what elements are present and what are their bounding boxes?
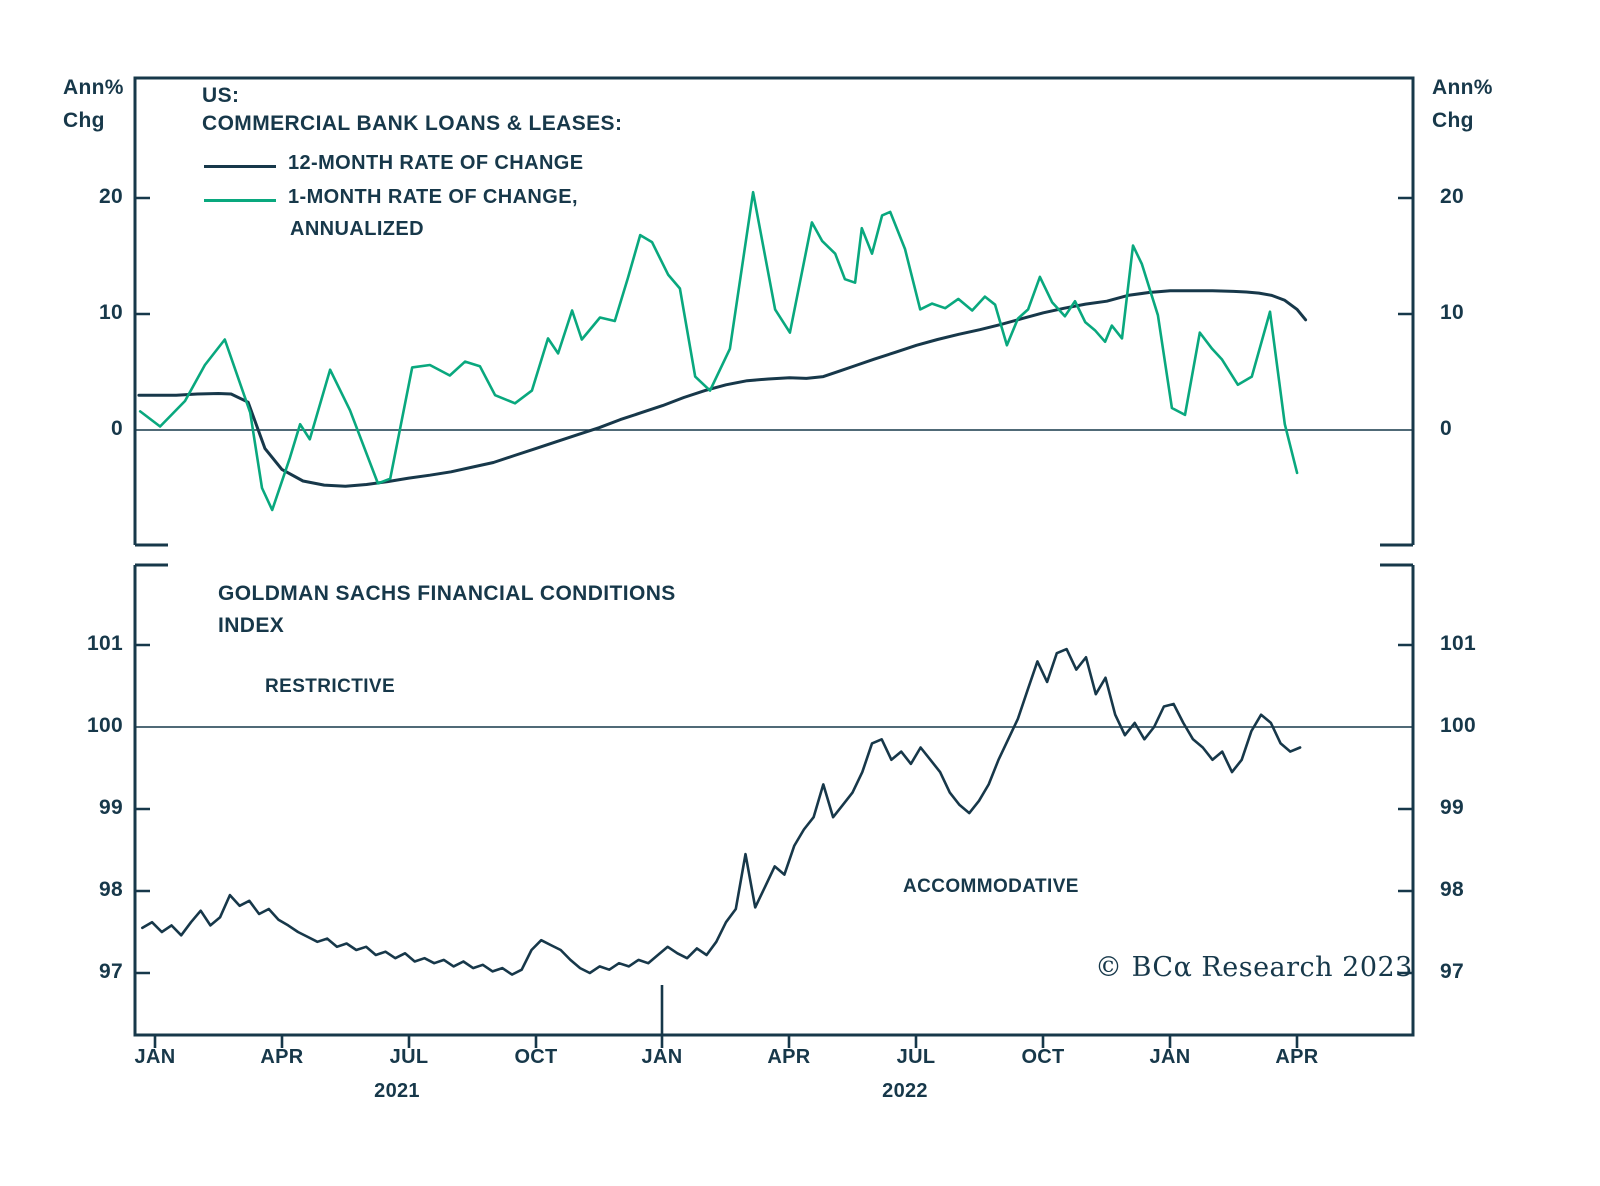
bottom-ytick-98-left: 98: [99, 878, 123, 901]
series-1m-line: [138, 190, 1299, 512]
year-label-2022: 2022: [882, 1080, 928, 1102]
bottom-ytick-101-left: 101: [87, 632, 123, 655]
bottom-ytick-100-left: 100: [87, 714, 123, 737]
legend-1m-swatch: [204, 199, 276, 202]
y-axis-unit-right-line1: Ann%: [1432, 76, 1493, 99]
y-axis-unit-right-line2: Chg: [1432, 108, 1474, 132]
bottom-ytick-99-left: 99: [99, 796, 123, 819]
legend-12m-swatch: [204, 165, 276, 168]
xtick-jan-2021: JAN: [134, 1046, 176, 1068]
xtick-oct-2022: OCT: [1021, 1046, 1065, 1068]
top-panel-y-ticks: [135, 196, 1413, 316]
bottom-ytick-97-left: 97: [99, 960, 123, 983]
series-fci-line: [141, 647, 1302, 976]
series-12m-line: [137, 289, 1308, 488]
xtick-jan-2022: JAN: [641, 1046, 683, 1068]
top-ytick-20-right: 20: [1440, 185, 1464, 208]
bottom-ytick-101-right: 101: [1440, 632, 1476, 655]
xtick-oct-2021: OCT: [514, 1046, 558, 1068]
source-credit: © BCα Research 2023: [1095, 952, 1413, 983]
top-ytick-10-right: 10: [1440, 301, 1464, 324]
legend-12m-label: 12-MONTH RATE OF CHANGE: [288, 152, 584, 174]
xtick-apr-2022: APR: [767, 1046, 811, 1068]
bottom-panel-title-line1: GOLDMAN SACHS FINANCIAL CONDITIONS: [218, 582, 676, 605]
bottom-panel-frame: [133, 565, 1415, 1037]
y-axis-unit-left-line1: Ann%: [63, 76, 124, 99]
bottom-ytick-100-right: 100: [1440, 714, 1476, 737]
xtick-apr-2023: APR: [1275, 1046, 1319, 1068]
y-axis-unit-right: Ann% Chg: [1432, 72, 1493, 137]
x-axis-ticks: [153, 1035, 1299, 1048]
top-panel-title-line1: US:: [202, 84, 240, 107]
y-axis-unit-left: Ann% Chg: [63, 72, 124, 137]
xtick-jan-2023: JAN: [1149, 1046, 1191, 1068]
top-ytick-0-left: 0: [111, 417, 123, 440]
legend-1m-label-line1: 1-MONTH RATE OF CHANGE,: [288, 186, 578, 208]
bottom-ytick-98-right: 98: [1440, 878, 1464, 901]
xtick-jul-2022: JUL: [896, 1046, 936, 1068]
bottom-panel-y-ticks: [135, 643, 1413, 975]
year-label-2021: 2021: [374, 1080, 420, 1102]
top-panel-frame: [133, 76, 1415, 545]
top-panel-title-line2: COMMERCIAL BANK LOANS & LEASES:: [202, 112, 623, 135]
restrictive-label: RESTRICTIVE: [265, 676, 396, 697]
bottom-ytick-99-right: 99: [1440, 796, 1464, 819]
y-axis-unit-left-line2: Chg: [63, 108, 105, 132]
bottom-panel-title-line2: INDEX: [218, 614, 285, 637]
top-ytick-0-right: 0: [1440, 417, 1452, 440]
top-ytick-20-left: 20: [99, 185, 123, 208]
accommodative-label: ACCOMMODATIVE: [903, 876, 1079, 897]
xtick-jul-2021: JUL: [389, 1046, 429, 1068]
xtick-apr-2021: APR: [260, 1046, 304, 1068]
top-ytick-10-left: 10: [99, 301, 123, 324]
legend-1m-label-line2: ANNUALIZED: [290, 218, 424, 240]
bottom-ytick-97-right: 97: [1440, 960, 1464, 983]
